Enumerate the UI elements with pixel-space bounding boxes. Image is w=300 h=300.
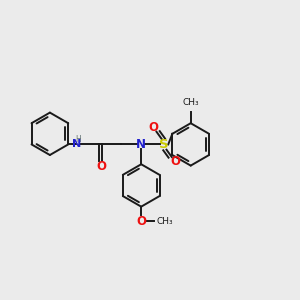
- Text: H: H: [75, 135, 81, 144]
- Text: O: O: [170, 155, 180, 168]
- Text: O: O: [96, 160, 106, 173]
- Text: O: O: [148, 121, 158, 134]
- Text: S: S: [159, 138, 169, 151]
- Text: CH₃: CH₃: [182, 98, 199, 107]
- Text: N: N: [72, 140, 81, 149]
- Text: N: N: [136, 138, 146, 151]
- Text: CH₃: CH₃: [157, 217, 173, 226]
- Text: O: O: [136, 214, 146, 228]
